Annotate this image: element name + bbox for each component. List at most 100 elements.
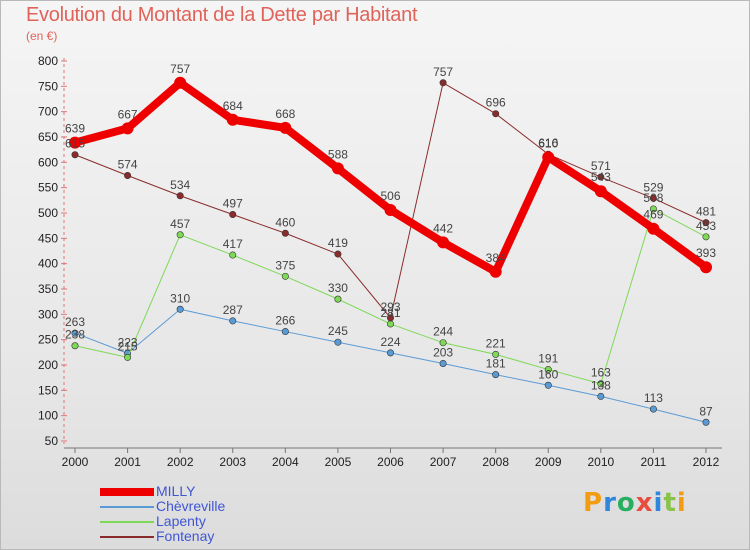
value-labels: 263 223 310 287 266 245 224 203 181 160 138 113 87 23…	[65, 62, 716, 418]
y-tick-label: 750	[38, 79, 58, 93]
point-milly	[384, 203, 397, 216]
x-tick-label: 2007	[430, 455, 457, 469]
logo-letter: r	[603, 488, 617, 518]
point-ch-vreville	[544, 381, 552, 389]
data-label-lapenty: 508	[643, 191, 663, 205]
data-label-lapenty: 457	[170, 217, 190, 231]
point-fontenay	[71, 151, 79, 159]
point-fontenay	[229, 211, 237, 219]
logo-letter: t	[663, 488, 677, 518]
data-label-ch-vreville: 87	[699, 404, 713, 418]
data-label-ch-vreville: 113	[644, 391, 663, 405]
logo-letter: i	[676, 488, 687, 518]
point-lapenty	[229, 251, 237, 259]
data-label-ch-vreville: 310	[170, 291, 190, 305]
point-milly	[594, 185, 607, 198]
point-lapenty	[176, 231, 184, 239]
point-lapenty	[334, 295, 342, 303]
point-milly	[700, 261, 712, 274]
data-label-lapenty: 191	[538, 352, 558, 366]
data-label-fontenay: 497	[223, 197, 243, 211]
point-ch-vreville	[281, 328, 289, 336]
data-label-milly: 588	[328, 147, 348, 161]
y-tick-label: 450	[38, 231, 58, 245]
chart-title: Evolution du Montant de la Dette par Hab…	[26, 4, 418, 26]
y-tick-label: 400	[38, 257, 58, 271]
data-label-fontenay: 534	[170, 178, 190, 192]
point-ch-vreville	[71, 329, 79, 337]
point-fontenay	[124, 172, 132, 180]
data-label-fontenay: 293	[380, 300, 400, 314]
data-label-ch-vreville: 245	[328, 324, 348, 338]
y-tick-label: 200	[38, 358, 58, 372]
legend-swatch	[100, 536, 154, 538]
data-label-lapenty: 417	[223, 237, 243, 251]
data-label-milly: 757	[170, 62, 190, 76]
y-tick-label: 600	[38, 155, 58, 169]
legend-label: Fontenay	[156, 528, 215, 544]
data-label-fontenay: 615	[65, 137, 85, 151]
y-tick-label: 700	[38, 105, 58, 119]
x-tick-label: 2005	[325, 455, 352, 469]
y-tick-label: 350	[38, 282, 58, 296]
data-label-ch-vreville: 263	[65, 315, 85, 329]
data-label-milly: 543	[591, 170, 611, 184]
point-fontenay	[176, 192, 184, 200]
legend-swatch	[100, 488, 154, 496]
data-label-fontenay: 616	[538, 136, 558, 150]
point-ch-vreville	[439, 359, 447, 367]
data-label-lapenty: 221	[486, 336, 506, 350]
point-milly	[437, 236, 450, 249]
point-milly	[226, 113, 239, 126]
data-label-milly: 667	[118, 107, 138, 121]
point-fontenay	[386, 314, 394, 322]
x-tick-label: 2008	[482, 455, 509, 469]
y-tick-label: 500	[38, 206, 58, 220]
data-label-fontenay: 574	[118, 158, 138, 172]
data-label-ch-vreville: 160	[538, 367, 558, 381]
point-lapenty	[597, 380, 605, 388]
logo-letter: P	[583, 488, 604, 518]
logo-letter: o	[616, 488, 636, 518]
data-label-milly: 684	[223, 99, 243, 113]
point-ch-vreville	[597, 392, 605, 400]
point-lapenty	[702, 233, 710, 241]
legend-label: Lapenty	[156, 513, 206, 529]
data-label-fontenay: 481	[696, 205, 716, 219]
point-milly	[279, 121, 292, 134]
point-fontenay	[334, 250, 342, 258]
data-label-milly: 384	[486, 251, 506, 265]
x-tick-label: 2004	[272, 455, 299, 469]
point-lapenty	[386, 320, 394, 328]
point-lapenty	[71, 342, 79, 350]
point-lapenty	[281, 272, 289, 280]
y-tick-label: 300	[38, 307, 58, 321]
x-tick-label: 2009	[535, 455, 562, 469]
plot-area	[69, 76, 712, 426]
data-label-lapenty: 163	[591, 366, 611, 380]
x-tick-label: 2000	[62, 455, 89, 469]
data-label-ch-vreville: 223	[118, 335, 138, 349]
point-lapenty	[124, 353, 132, 361]
y-tick-label: 800	[38, 54, 58, 68]
point-milly	[69, 136, 81, 149]
y-tick-label: 150	[38, 383, 58, 397]
logo-letter: x	[635, 488, 654, 518]
point-lapenty	[439, 339, 447, 347]
point-ch-vreville	[649, 405, 657, 413]
point-ch-vreville	[229, 317, 237, 325]
chart-subtitle: (en €)	[26, 29, 58, 43]
data-label-milly: 442	[433, 221, 453, 235]
point-milly	[542, 151, 555, 164]
x-tick-label: 2001	[114, 455, 141, 469]
point-fontenay	[439, 79, 447, 87]
point-milly	[331, 162, 344, 175]
x-tick-label: 2002	[167, 455, 194, 469]
legend-label: MILLY	[156, 483, 196, 499]
point-lapenty	[649, 205, 657, 213]
data-label-ch-vreville: 138	[591, 378, 611, 392]
point-ch-vreville	[176, 305, 184, 313]
x-tick-label: 2003	[219, 455, 246, 469]
data-label-fontenay: 419	[328, 236, 348, 250]
